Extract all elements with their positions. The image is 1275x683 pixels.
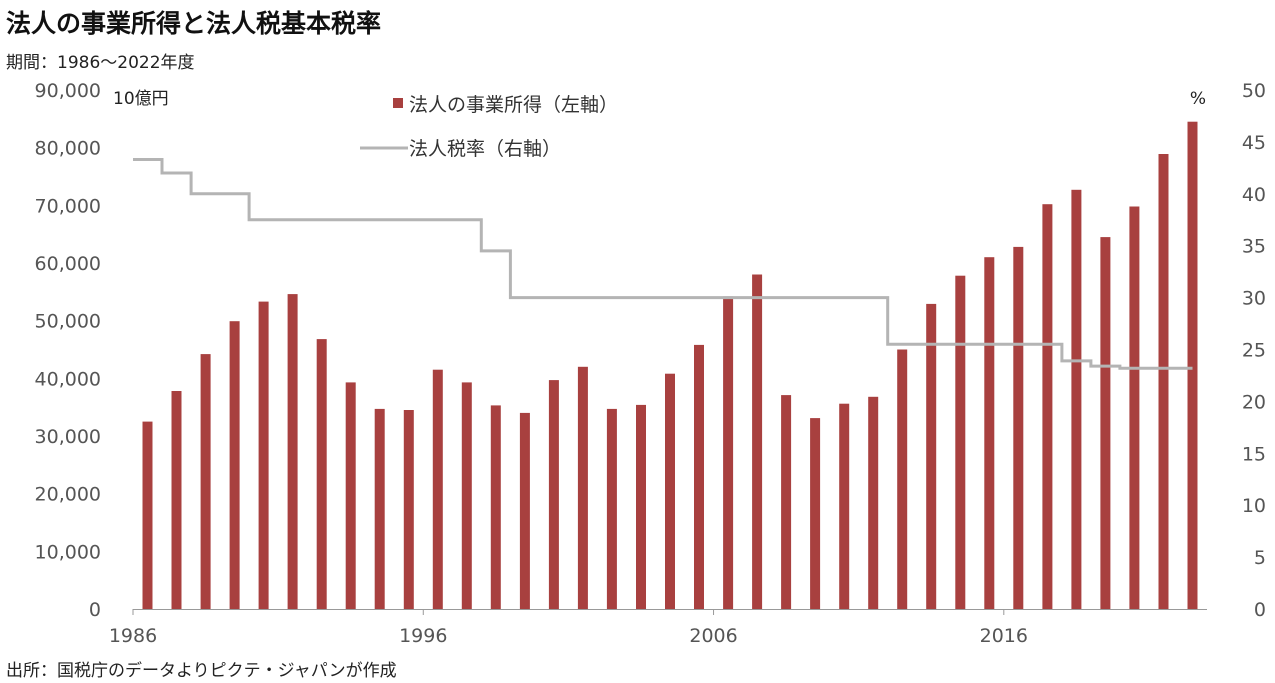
bar-series: [142, 121, 1198, 610]
bar-2007: [752, 274, 763, 609]
bar-1988: [200, 354, 211, 609]
bar-2017: [1042, 204, 1053, 609]
right-axis-ticks: 0 5 10 15 20 25 30 35 40 45 50: [1242, 80, 1266, 621]
bar-2016: [1013, 246, 1024, 609]
bar-1991: [287, 294, 298, 609]
x-tick-label: 2016: [980, 625, 1028, 647]
bar-2010: [839, 403, 850, 609]
bar-1989: [229, 321, 240, 609]
bar-2019: [1100, 237, 1111, 609]
legend-bar-label: 法人の事業所得（左軸）: [409, 94, 618, 116]
bar-1997: [461, 382, 472, 609]
x-tick-label: 1996: [399, 625, 447, 647]
bar-2001: [577, 366, 588, 609]
left-tick-label: 90,000: [35, 80, 101, 102]
bar-1993: [345, 382, 356, 609]
right-tick-label: 35: [1242, 236, 1266, 258]
right-tick-label: 25: [1242, 340, 1266, 362]
rate-step-line: [133, 158, 1193, 370]
bar-2006: [723, 296, 734, 609]
left-axis-ticks: 0 10,000 20,000 30,000 40,000 50,000 60,000 70,…: [35, 80, 101, 621]
bar-2002: [606, 408, 617, 609]
bar-2011: [868, 396, 879, 609]
left-tick-label: 50,000: [35, 311, 101, 333]
bar-2008: [781, 395, 792, 609]
right-tick-label: 50: [1242, 80, 1266, 102]
bar-1994: [374, 408, 385, 609]
left-tick-label: 0: [89, 599, 101, 621]
chart-subtitle: 期間：1986～2022年度: [6, 53, 195, 73]
bar-2012: [897, 349, 908, 609]
bar-1992: [316, 339, 327, 609]
right-tick-label: 45: [1242, 132, 1266, 154]
chart-title: 法人の事業所得と法人税基本税率: [6, 9, 382, 38]
right-tick-label: 15: [1242, 443, 1266, 465]
right-tick-label: 5: [1254, 547, 1266, 569]
right-axis-unit: %: [1190, 89, 1206, 109]
left-tick-label: 40,000: [35, 368, 101, 390]
source-note: 出所：国税庁のデータよりピクテ・ジャパンが作成: [6, 661, 397, 681]
bar-1990: [258, 301, 269, 609]
bar-2018: [1071, 189, 1082, 610]
right-tick-label: 40: [1242, 184, 1266, 206]
left-tick-label: 10,000: [35, 541, 101, 563]
x-tick-label: 1986: [109, 625, 157, 647]
bar-2015: [984, 257, 995, 609]
bar-2020: [1129, 206, 1140, 609]
bar-2003: [636, 404, 646, 609]
bar-2005: [694, 344, 704, 609]
legend: 法人の事業所得（左軸） 法人税率（右軸）: [360, 94, 618, 160]
right-tick-label: 10: [1242, 495, 1266, 517]
bar-1986: [142, 421, 153, 609]
bar-2000: [548, 380, 559, 609]
right-tick-label: 30: [1242, 288, 1266, 310]
right-tick-label: 0: [1254, 599, 1266, 621]
bar-2021: [1158, 154, 1169, 609]
left-axis-unit: 10億円: [113, 89, 169, 109]
bar-2004: [665, 373, 675, 609]
left-tick-label: 80,000: [35, 138, 101, 160]
bar-1999: [519, 412, 530, 609]
x-tick-label: 2006: [689, 625, 737, 647]
bar-2014: [955, 275, 966, 609]
bar-1996: [432, 369, 443, 609]
legend-bar-swatch: [393, 98, 403, 108]
rate-line-series: [133, 158, 1193, 370]
right-tick-label: 20: [1242, 391, 1266, 413]
bar-2009: [810, 418, 821, 609]
bar-1987: [171, 391, 182, 609]
bar-1995: [403, 410, 414, 609]
legend-line-label: 法人税率（右軸）: [409, 138, 561, 160]
left-tick-label: 60,000: [35, 253, 101, 275]
bar-2022: [1187, 121, 1198, 609]
bar-1998: [490, 405, 501, 609]
left-tick-label: 30,000: [35, 426, 101, 448]
left-tick-label: 20,000: [35, 484, 101, 506]
bar-2013: [926, 303, 937, 609]
x-axis-ticks: 1986 1996 2006 2016: [109, 609, 1028, 647]
left-tick-label: 70,000: [35, 195, 101, 217]
